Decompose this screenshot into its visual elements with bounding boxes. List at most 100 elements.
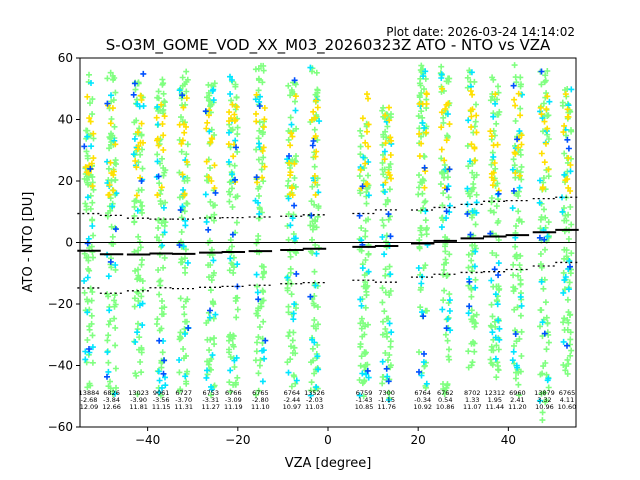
scatter-marks <box>437 63 453 397</box>
stat-count-16: 6960 <box>509 389 526 397</box>
stat-std-2: 11.81 <box>129 403 148 411</box>
chart-title: S-O3M_GOME_VOD_XX_M03_20260323Z ATO - NT… <box>106 36 551 55</box>
scatter-marks <box>130 70 147 184</box>
stat-std-3: 11.15 <box>152 403 171 411</box>
scatter-bin-14 <box>464 67 480 371</box>
stat-std-0: 12.09 <box>80 403 99 411</box>
y-tick-label-6: 60 <box>58 51 73 65</box>
stat-mean-10: -1.43 <box>356 396 373 404</box>
y-axis-label: ATO - NTO [DU] <box>21 192 36 293</box>
stat-mean-0: -2.68 <box>81 396 98 404</box>
stat-count-8: 6764 <box>284 389 301 397</box>
stat-mean-2: -3.90 <box>130 396 147 404</box>
stat-std-17: 10.96 <box>535 403 554 411</box>
scatter-marks <box>81 80 96 363</box>
stat-count-3: 9061 <box>153 389 170 397</box>
plot-date: Plot date: 2026-03-24 14:14:02 <box>386 25 575 39</box>
scatter-marks <box>176 87 192 380</box>
scatter-marks <box>307 64 323 399</box>
scatter-bin-16 <box>509 62 525 399</box>
stat-std-18: 10.60 <box>558 403 577 411</box>
stat-mean-5: -3.31 <box>202 396 219 404</box>
x-tick-label-2: 0 <box>324 433 332 447</box>
stat-mean-18: 4.11 <box>560 396 574 404</box>
stat-std-4: 11.31 <box>174 403 193 411</box>
stat-std-10: 10.85 <box>355 403 374 411</box>
scatter-bin-11 <box>379 104 395 403</box>
scatter-marks <box>308 97 321 198</box>
scatter-marks <box>203 80 218 399</box>
scatter-marks <box>153 76 169 399</box>
scatter-marks <box>559 86 575 345</box>
scatter-bin-0 <box>81 71 97 391</box>
scatter-bin-9 <box>307 64 323 399</box>
scatter-marks <box>560 91 574 194</box>
scatter-marks <box>438 71 454 334</box>
scatter-marks <box>467 88 480 164</box>
scatter-bin-6 <box>225 73 241 395</box>
scatter-marks <box>356 183 371 374</box>
scatter-bin-7 <box>252 62 269 398</box>
scatter-marks <box>176 95 190 199</box>
scatter-bin-4 <box>176 68 192 395</box>
stat-std-15: 11.44 <box>486 403 505 411</box>
stat-layer: 13884-2.6812.096826-3.8412.6613023-3.901… <box>77 196 579 411</box>
scatter-marks <box>487 74 503 381</box>
y-tick-label-5: 40 <box>58 113 73 127</box>
stat-count-14: 8702 <box>464 389 481 397</box>
stat-count-15: 12312 <box>484 389 505 397</box>
scatter-marks <box>155 173 168 377</box>
stat-mean-11: -1.15 <box>378 396 395 404</box>
y-tick-label-2: −20 <box>48 297 73 311</box>
scatter-marks <box>357 91 372 192</box>
scatter-marks <box>381 104 395 186</box>
stat-std-11: 11.76 <box>377 403 396 411</box>
scatter-marks <box>536 68 548 337</box>
y-tick-label-1: −40 <box>48 359 73 373</box>
y-ticks: −60 −40 −20 0 20 40 60 <box>48 51 80 434</box>
scatter-marks <box>176 68 191 395</box>
stat-count-11: 7300 <box>378 389 395 397</box>
stat-std-13: 10.86 <box>436 403 455 411</box>
x-tick-label-4: 40 <box>501 433 516 447</box>
scatter-bin-15 <box>487 74 503 381</box>
scatter-bin-3 <box>153 76 169 399</box>
scatter-marks <box>253 103 269 344</box>
y-tick-label-3: 0 <box>65 236 73 250</box>
x-axis-label: VZA [degree] <box>285 456 372 471</box>
scatter-bin-18 <box>559 86 575 377</box>
scatter-marks <box>564 136 573 349</box>
stat-count-10: 6759 <box>356 389 373 397</box>
scatter-marks <box>202 86 219 393</box>
y-tick-label-0: −60 <box>48 420 73 434</box>
scatter-marks <box>225 73 241 374</box>
scatter-marks <box>203 107 218 191</box>
stat-mean-7: -2.80 <box>252 396 269 404</box>
scatter-marks <box>443 166 453 332</box>
stat-count-12: 6764 <box>414 389 431 397</box>
stat-std-16: 11.20 <box>508 403 527 411</box>
stat-mean-6: -3.09 <box>225 396 242 404</box>
stat-std-12: 10.92 <box>413 403 432 411</box>
scatter-marks <box>510 62 525 399</box>
scatter-bin-8 <box>284 77 300 390</box>
scatter-bin-12 <box>415 62 431 391</box>
stat-mean-14: 1.33 <box>465 396 479 404</box>
x-tick-label-3: 20 <box>411 433 426 447</box>
scatter-marks <box>104 69 119 398</box>
stat-count-17: 13879 <box>534 389 555 397</box>
stat-std-9: 11.03 <box>305 403 324 411</box>
scatter-marks <box>487 190 502 279</box>
stat-std-1: 12.66 <box>102 403 121 411</box>
scatter-bin-5 <box>202 80 219 399</box>
scatter-marks <box>464 67 480 371</box>
scatter-marks <box>286 93 299 199</box>
scatter-marks <box>307 138 317 300</box>
scatter-marks <box>132 92 146 199</box>
scatter-marks <box>415 62 430 391</box>
stat-mean-15: 1.95 <box>488 396 502 404</box>
y-tick-label-4: 20 <box>58 174 73 188</box>
scatter-bin-1 <box>104 69 120 398</box>
scatter-layer <box>81 62 575 424</box>
